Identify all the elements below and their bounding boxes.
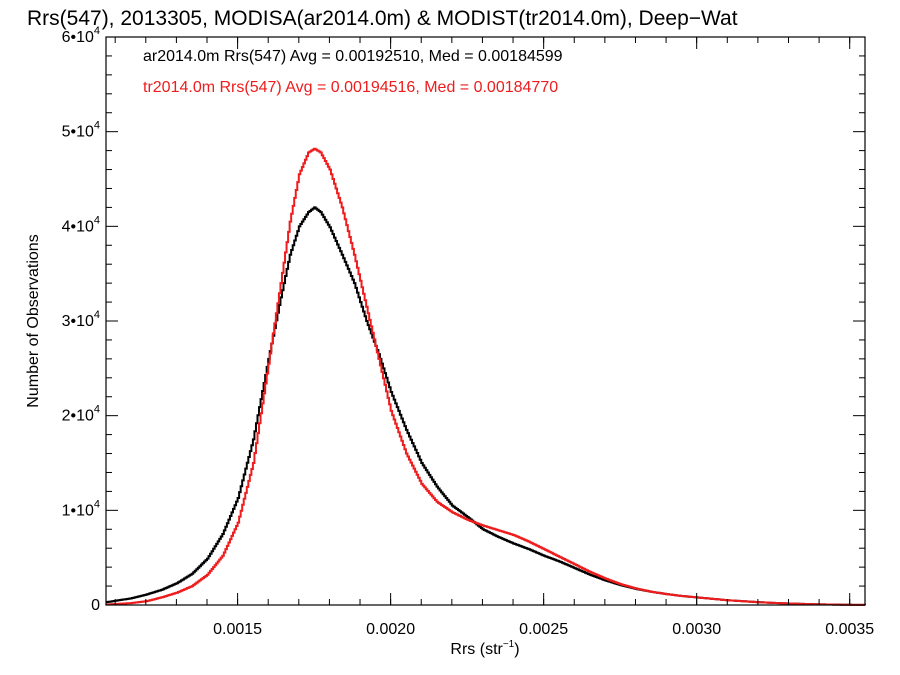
y-tick-mantissa: 4•10 — [62, 218, 94, 235]
x-tick-label: 0.0025 — [519, 621, 568, 638]
legend-entry-ar2014: ar2014.0m Rrs(547) Avg = 0.00192510, Med… — [143, 48, 563, 65]
series-line-1 — [106, 147, 866, 606]
plot-frame — [105, 36, 866, 606]
x-tick-label: 0.0015 — [213, 621, 262, 638]
x-axis-label-exponent: −1 — [503, 639, 515, 650]
y-axis-label: Number of Observations — [25, 234, 42, 407]
x-tick-label: 0.0035 — [825, 621, 874, 638]
series-group — [106, 147, 866, 606]
y-tick-label: 1•104 — [62, 498, 100, 519]
y-tick-exponent: 4 — [94, 120, 100, 132]
y-tick-mantissa: 5•10 — [62, 124, 94, 141]
y-tick-label: 3•104 — [62, 309, 100, 330]
y-tick-mantissa: 2•10 — [62, 408, 94, 425]
y-tick-mantissa: 0 — [91, 597, 100, 614]
y-tick-exponent: 4 — [94, 25, 100, 37]
y-tick-exponent: 4 — [94, 309, 100, 321]
y-tick-exponent: 4 — [94, 214, 100, 226]
x-tick-labels: 0.0015 0.0020 0.0025 0.0030 0.0035 — [213, 621, 874, 638]
y-tick-exponent: 4 — [94, 404, 100, 416]
y-tick-label: 6•104 — [62, 25, 100, 46]
y-tick-label: 5•104 — [62, 120, 100, 141]
y-tick-label: 2•104 — [62, 404, 100, 425]
y-tick-exponent: 4 — [94, 498, 100, 510]
y-tick-mantissa: 1•10 — [62, 502, 94, 519]
legend-entry-tr2014: tr2014.0m Rrs(547) Avg = 0.00194516, Med… — [143, 79, 558, 96]
y-tick-label: 4•104 — [62, 214, 100, 235]
x-axis-label-main: Rrs (str — [450, 641, 503, 658]
chart-title: Rrs(547), 2013305, MODISA(ar2014.0m) & M… — [27, 7, 738, 30]
y-tick-mantissa: 3•10 — [62, 313, 94, 330]
legend: ar2014.0m Rrs(547) Avg = 0.00192510, Med… — [143, 48, 563, 96]
x-tick-label: 0.0020 — [366, 621, 415, 638]
x-axis-label-close: ) — [514, 641, 519, 658]
y-tick-label: 0 — [91, 597, 100, 614]
x-axis-label: Rrs (str−1) — [450, 639, 519, 658]
plot-area — [105, 36, 866, 606]
y-tick-mantissa: 6•10 — [62, 29, 94, 46]
x-tick-label: 0.0030 — [672, 621, 721, 638]
